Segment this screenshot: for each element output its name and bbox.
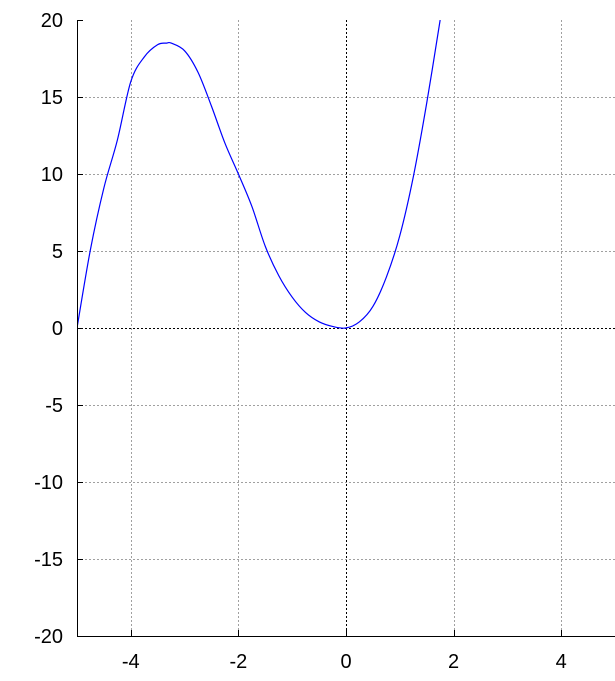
x-tick-label: -2 [230,651,248,673]
x-tick-label: 4 [556,651,567,673]
y-tick-label: 5 [52,241,63,263]
y-tick-label: -10 [34,472,63,494]
y-tick-label: -5 [45,395,63,417]
axes-layer [77,20,615,637]
y-tick-label: 15 [41,87,63,109]
y-tick-label: 20 [41,10,63,32]
series-layer [77,20,441,329]
y-tick-label: -15 [34,549,63,571]
x-tick-label: 0 [340,651,351,673]
y-tick-label: -20 [34,626,63,648]
x-tick-label: 2 [448,651,459,673]
y-tick-label: 0 [52,318,63,340]
x-tick-label: -4 [122,651,140,673]
series-line [77,20,441,329]
y-tick-label: 10 [41,164,63,186]
